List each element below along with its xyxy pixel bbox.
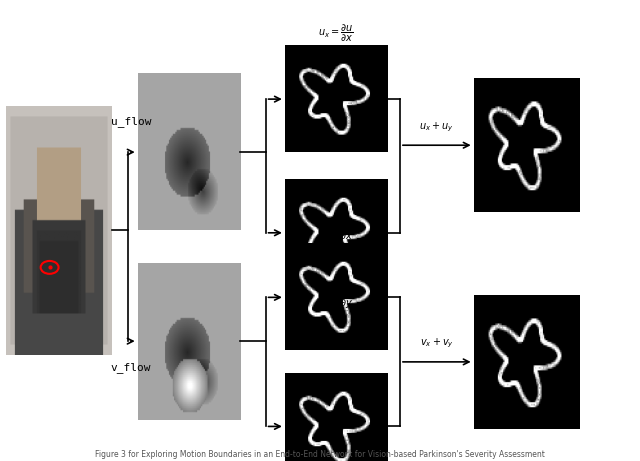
Text: u_flow: u_flow — [111, 116, 152, 127]
Text: $v_x + v_y$: $v_x + v_y$ — [420, 337, 454, 350]
Text: $u_x = \dfrac{\partial u}{\partial x}$: $u_x = \dfrac{\partial u}{\partial x}$ — [318, 23, 354, 44]
Text: $u_x + u_y$: $u_x + u_y$ — [419, 120, 454, 134]
Text: Figure 3 for Exploring Motion Boundaries in an End-to-End Network for Vision-bas: Figure 3 for Exploring Motion Boundaries… — [95, 449, 545, 459]
Text: $v_x = \dfrac{\partial v}{\partial x}$: $v_x = \dfrac{\partial v}{\partial x}$ — [319, 221, 353, 242]
Text: v_flow: v_flow — [111, 362, 152, 373]
Text: $u_y = \dfrac{\partial u}{\partial y}$: $u_y = \dfrac{\partial u}{\partial y}$ — [318, 288, 354, 311]
